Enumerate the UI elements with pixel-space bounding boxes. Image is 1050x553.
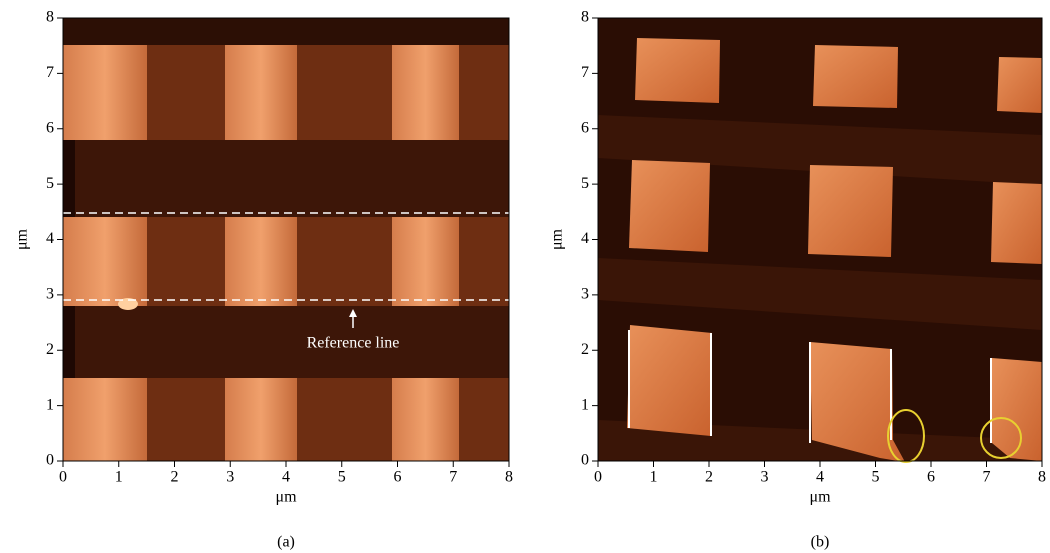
- x-tick-label: 1: [115, 469, 123, 486]
- y-tick-label: 0: [581, 452, 589, 469]
- y-tick-label: 2: [581, 341, 589, 358]
- y-tick-label: 5: [46, 175, 54, 192]
- y-tick-label: 1: [46, 396, 54, 413]
- y-tick-label: 8: [46, 9, 54, 26]
- y-tick-label: 6: [581, 119, 589, 136]
- x-tick-label: 2: [171, 469, 179, 486]
- x-tick-label: 5: [872, 469, 880, 486]
- x-tick-label: 8: [1038, 469, 1046, 486]
- y-tick-label: 3: [581, 286, 589, 303]
- y-tick-label: 4: [581, 230, 589, 247]
- x-tick-label: 6: [394, 469, 402, 486]
- y-axis-label: μm: [549, 228, 566, 250]
- y-tick-label: 8: [581, 9, 589, 26]
- caption: (b): [811, 534, 830, 551]
- figure: Reference line 0 1 2 3 4 5 6 7 8 0 1 2 3 4 5 6 7 8 μm μm (a)…: [0, 0, 1050, 553]
- y-tick-label: 6: [46, 119, 54, 136]
- x-tick-label: 3: [226, 469, 234, 486]
- x-tick-label: 8: [505, 469, 513, 486]
- x-tick-label: 7: [983, 469, 991, 486]
- y-tick-label: 2: [46, 341, 54, 358]
- x-tick-label: 2: [705, 469, 713, 486]
- y-tick-label: 3: [46, 286, 54, 303]
- x-tick-label: 4: [282, 469, 290, 486]
- x-tick-label: 7: [449, 469, 457, 486]
- x-tick-label: 1: [650, 469, 658, 486]
- x-tick-label: 3: [761, 469, 769, 486]
- afm-image-b: [598, 18, 1042, 462]
- y-axis-label: μm: [14, 228, 31, 250]
- y-tick-label: 1: [581, 396, 589, 413]
- x-tick-label: 0: [59, 469, 67, 486]
- x-tick-label: 0: [594, 469, 602, 486]
- x-tick-label: 5: [338, 469, 346, 486]
- caption: (a): [277, 534, 295, 551]
- afm-image-a: [63, 18, 509, 461]
- x-tick-label: 6: [927, 469, 935, 486]
- annotation: Reference line: [307, 335, 400, 352]
- x-axis-label: μm: [275, 489, 297, 506]
- x-axis-label: μm: [809, 489, 831, 506]
- y-tick-label: 4: [46, 230, 54, 247]
- y-tick-label: 7: [46, 64, 54, 81]
- x-tick-label: 4: [816, 469, 824, 486]
- y-tick-label: 5: [581, 175, 589, 192]
- y-tick-label: 7: [581, 64, 589, 81]
- y-tick-label: 0: [46, 452, 54, 469]
